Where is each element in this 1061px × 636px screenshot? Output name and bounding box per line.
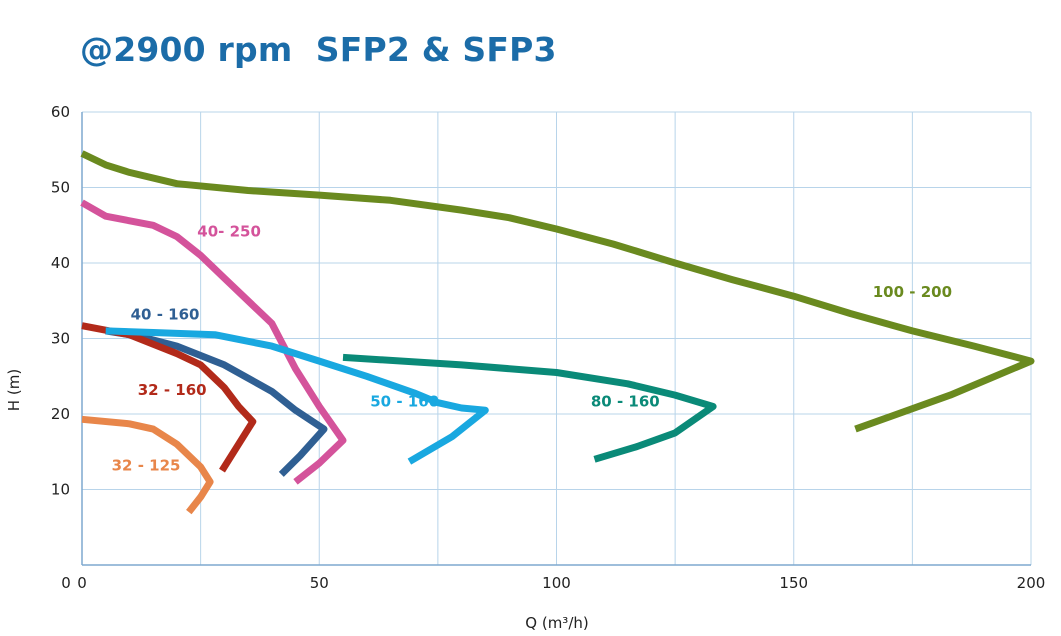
y-tick-label: 30 [51, 330, 70, 348]
y-tick-label: 50 [51, 179, 70, 197]
y-axis-label: H (m) [5, 369, 23, 411]
curve-32-160 [81, 322, 257, 473]
curve-label: 32 - 125 [112, 457, 181, 475]
x-tick-label: 100 [542, 574, 571, 592]
axes: 0 50 100 150 200 0 10 20 30 40 50 60 [51, 103, 1045, 592]
y-tick-label: 60 [51, 103, 70, 121]
curve-label: 100 - 200 [873, 283, 952, 301]
curve-32-125 [81, 415, 214, 515]
curve-label: 40- 250 [197, 223, 261, 241]
curve-50-160 [105, 327, 489, 465]
grid [82, 111, 1032, 565]
curve-40-250 [80, 199, 347, 485]
x-tick-label: 200 [1017, 574, 1046, 592]
y-tick-label: 10 [51, 481, 70, 499]
curve-100-200 [80, 150, 1035, 433]
y-tick-label: 40 [51, 254, 70, 272]
x-tick-label: 0 [77, 574, 87, 592]
x-tick-label: 150 [779, 574, 808, 592]
curve-40-160 [105, 327, 328, 477]
x-tick-label: 0 [61, 574, 71, 592]
curve-80-160 [342, 353, 717, 463]
series-group [80, 150, 1035, 515]
series-labels: 100 - 200 40- 250 40 - 160 32 - 160 32 - 125… [112, 223, 952, 475]
x-tick-label: 50 [310, 574, 329, 592]
curve-label: 40 - 160 [131, 306, 200, 324]
x-axis-label: Q (m³/h) [525, 614, 588, 632]
y-tick-label: 20 [51, 405, 70, 423]
curve-label: 32 - 160 [138, 381, 207, 399]
chart-title: @2900 rpm SFP2 & SFP3 [80, 30, 557, 69]
curve-label: 50 - 160 [370, 392, 439, 410]
curve-label: 80 - 160 [591, 392, 660, 410]
